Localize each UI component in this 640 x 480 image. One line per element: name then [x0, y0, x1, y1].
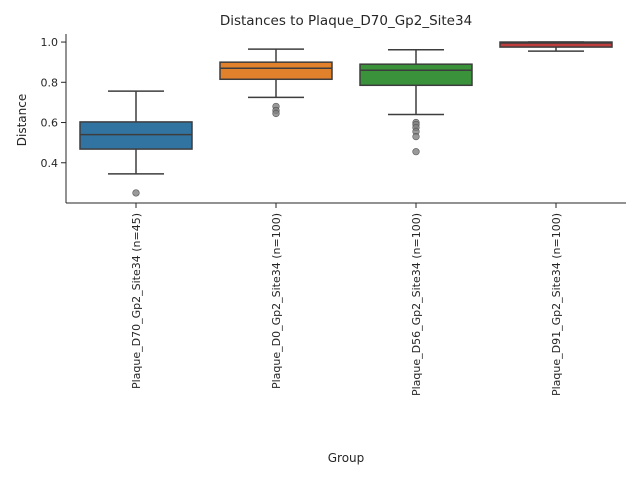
outlier-point: [412, 148, 420, 156]
iqr-box: [219, 61, 333, 81]
y-tick-label: 0.4: [41, 157, 59, 170]
boxes-layer: [79, 41, 613, 197]
outlier-point: [272, 109, 280, 118]
iqr-box: [79, 121, 193, 150]
y-axis: 0.4 0.6 0.8 1.0: [41, 34, 67, 203]
x-tick-label: Plaque_D0_Gp2_Site34 (n=100): [270, 213, 283, 389]
iqr-box: [499, 41, 613, 48]
y-tick-label: 1.0: [41, 36, 59, 49]
iqr-box: [359, 63, 473, 87]
box-group: [359, 48, 473, 156]
box-group: [79, 90, 193, 197]
x-tick-label: Plaque_D91_Gp2_Site34 (n=100): [550, 213, 563, 396]
x-axis-title: Group: [328, 451, 365, 465]
y-axis-title: Distance: [15, 94, 29, 146]
box-group: [499, 41, 613, 52]
y-tick-label: 0.6: [41, 117, 59, 130]
x-axis: Plaque_D70_Gp2_Site34 (n=45) Plaque_D0_Gp…: [66, 202, 626, 396]
outlier-point: [132, 189, 140, 197]
outlier-point: [412, 133, 420, 141]
y-tick-label: 0.8: [41, 76, 59, 89]
box-group: [219, 48, 333, 118]
x-tick-label: Plaque_D56_Gp2_Site34 (n=100): [410, 213, 423, 396]
chart-title: Distances to Plaque_D70_Gp2_Site34: [220, 13, 472, 29]
x-tick-label: Plaque_D70_Gp2_Site34 (n=45): [130, 213, 143, 389]
